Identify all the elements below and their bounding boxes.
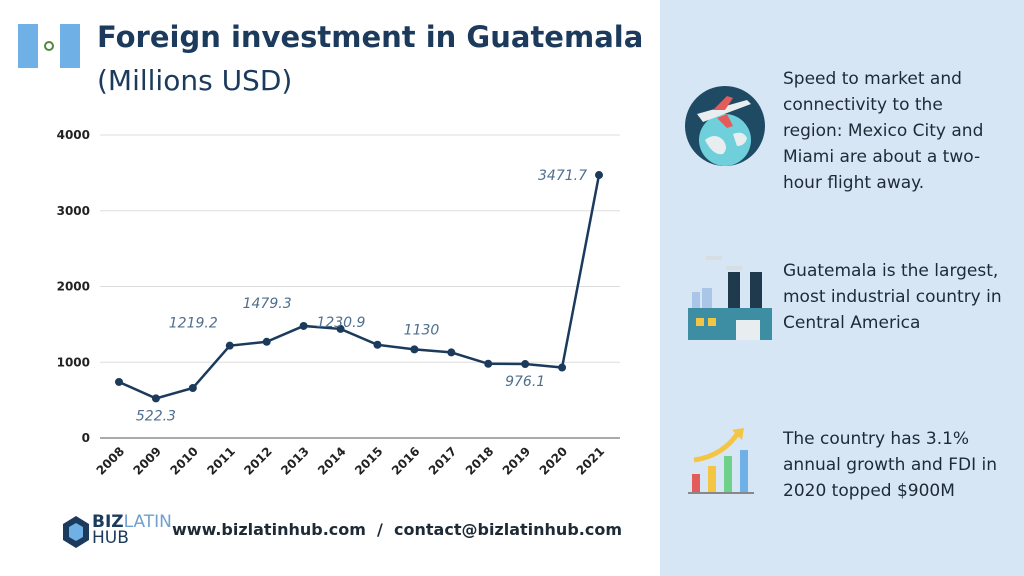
fact-text: Guatemala is the largest, most industria…: [783, 261, 1002, 333]
logo-text: BIZ: [92, 512, 124, 532]
data-label: 522.3: [136, 408, 176, 424]
point: [521, 360, 530, 369]
footer-links: www.bizlatinhub.com / contact@bizlatinhu…: [172, 520, 622, 539]
title: Foreign investment in Guatemala: [97, 20, 644, 54]
x-tick-label: 2010: [167, 444, 201, 478]
x-tick-label: 2015: [352, 444, 386, 478]
x-tick-label: 2017: [426, 444, 460, 478]
x-tick-label: 2019: [500, 444, 534, 478]
point: [336, 324, 345, 333]
point: [299, 321, 308, 330]
point: [225, 341, 234, 350]
point: [410, 345, 419, 354]
logo: BIZLATIN HUB: [92, 512, 172, 548]
y-tick-label: 2000: [57, 280, 90, 294]
growth-icon: [688, 428, 754, 494]
x-tick-label: 2011: [204, 444, 238, 478]
y-tick-label: 4000: [57, 128, 90, 142]
point: [115, 377, 123, 386]
fact-text: Speed to market and connectivity to the …: [783, 69, 984, 193]
data-label: 3471.7: [538, 168, 587, 184]
x-tick-label: 2008: [94, 444, 128, 478]
factory-icon: [688, 256, 772, 340]
x-tick-label: 2014: [315, 444, 349, 478]
logo-text: LATIN: [123, 512, 172, 532]
x-tick-label: 2012: [241, 444, 275, 478]
point: [447, 348, 456, 357]
x-tick-label: 2016: [389, 444, 423, 478]
subtitle: (Millions USD): [97, 64, 293, 97]
y-tick-label: 0: [82, 431, 90, 445]
data-label: 1130: [404, 322, 440, 338]
point: [595, 171, 603, 180]
x-tick-label: 2013: [278, 444, 312, 478]
line: [118, 174, 601, 400]
plane-icon: [685, 86, 765, 166]
data-label: 1230.9: [316, 315, 365, 331]
data-label: 1219.2: [169, 316, 218, 332]
point: [262, 337, 271, 346]
y-tick-label: 1000: [57, 355, 90, 369]
data-label: 976.1: [505, 374, 545, 390]
x-tick-label: 2021: [574, 444, 608, 478]
flag: [18, 24, 80, 68]
logo-icon: [63, 516, 89, 548]
point: [558, 363, 567, 372]
fact-text: The country has 3.1% annual growth and F…: [783, 429, 998, 501]
x-tick-label: 2018: [463, 444, 497, 478]
data-label: 1479.3: [243, 296, 292, 312]
x-tick-label: 2020: [537, 444, 571, 478]
point: [484, 359, 493, 368]
point: [373, 340, 382, 349]
x-tick-label: 2009: [131, 444, 165, 478]
y-tick-label: 3000: [57, 204, 90, 218]
logo-text: HUB: [92, 528, 129, 548]
point: [188, 384, 197, 393]
point: [151, 394, 160, 403]
